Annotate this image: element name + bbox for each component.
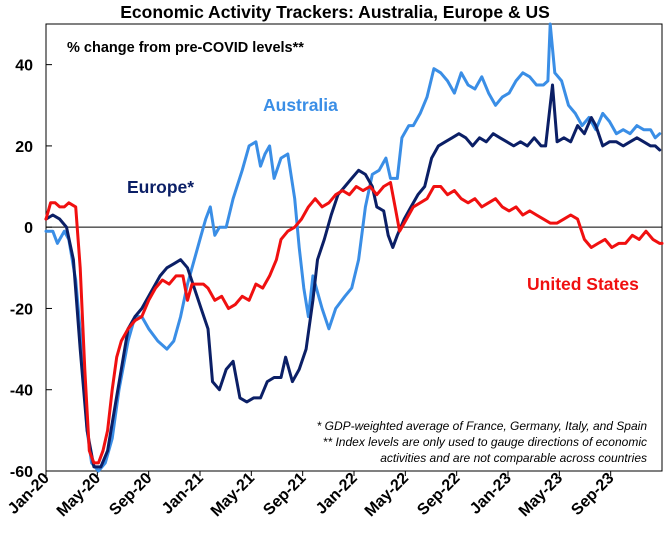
chart-subtitle: % change from pre-COVID levels** [67, 40, 304, 56]
legend-label-australia: Australia [263, 95, 338, 115]
chart-title: Economic Activity Trackers: Australia, E… [120, 2, 550, 22]
series-line-europe [44, 83, 662, 469]
x-tick-label: Sep-23 [568, 470, 617, 519]
y-axis: 40 20 0 -20 -40 -60 [10, 58, 52, 481]
footnote-2: ** Index levels are only used to gauge d… [323, 435, 647, 449]
y-tick-label: -40 [10, 383, 33, 400]
x-tick-label: Sep-21 [260, 470, 309, 519]
legend-label-europe: Europe* [127, 177, 194, 197]
x-tick-label: May-22 [362, 470, 412, 520]
series-lines [44, 22, 664, 473]
y-tick-label: -60 [10, 464, 33, 481]
y-tick-label: 20 [15, 139, 33, 156]
legend-label-united-states: United States [527, 274, 639, 294]
y-tick-label: 40 [15, 58, 33, 75]
x-tick-label: Sep-22 [414, 470, 463, 519]
footnote-3: activities and are not comparable across… [380, 451, 647, 465]
series-line-united-states [44, 181, 664, 465]
x-tick-label: May-23 [516, 470, 566, 520]
x-tick-label: May-20 [54, 470, 104, 520]
x-tick-label: Jan-22 [313, 470, 361, 518]
y-tick-label: -20 [10, 301, 33, 318]
x-tick-label: Sep-20 [106, 470, 155, 519]
x-tick-label: May-21 [208, 470, 258, 520]
y-tick-label: 0 [24, 220, 33, 237]
x-tick-label: Jan-21 [159, 470, 207, 518]
x-tick-label: Jan-23 [467, 470, 515, 518]
plot-frame [45, 23, 663, 472]
series-line-australia [44, 22, 662, 473]
footnote-1: * GDP-weighted average of France, German… [317, 419, 648, 433]
x-axis: Jan-20 May-20 Sep-20 Jan-21 May-21 Sep-21 Jan-… [5, 470, 618, 520]
